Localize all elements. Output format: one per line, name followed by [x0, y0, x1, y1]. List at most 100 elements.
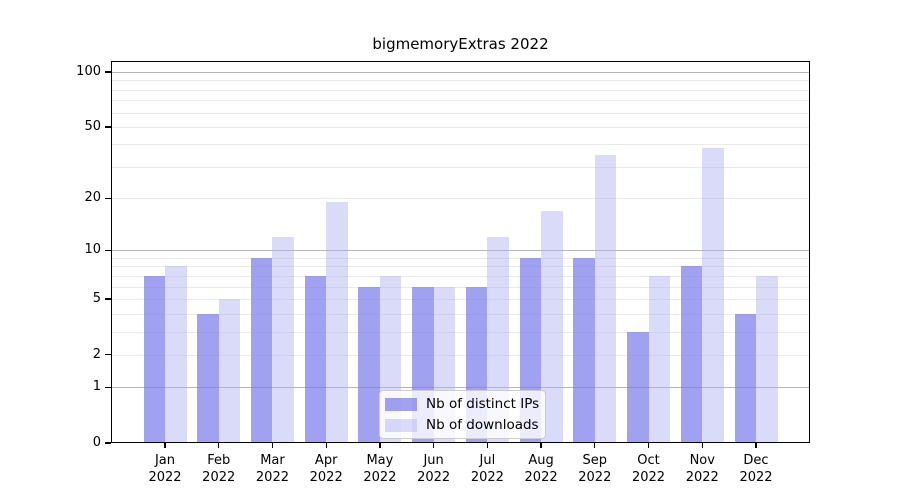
y-axis-tick-label: 50 — [84, 118, 101, 134]
minor-gridline — [112, 313, 809, 315]
x-axis-tick-mark — [594, 443, 596, 448]
x-tick-year: 2022 — [417, 470, 451, 485]
minor-gridline — [112, 331, 809, 333]
y-axis-tick-mark — [105, 126, 111, 128]
bar-downloads-mar — [272, 236, 294, 443]
x-tick-year: 2022 — [309, 470, 343, 485]
x-axis-tick-label: Jan 2022 — [133, 452, 197, 486]
minor-gridline — [112, 89, 809, 91]
x-axis-tick-label: Oct 2022 — [617, 452, 681, 486]
x-tick-month: Apr — [314, 453, 338, 468]
y-axis-tick-mark — [105, 249, 111, 251]
y-axis-tick-label: 10 — [84, 242, 101, 258]
bar-downloads-aug — [541, 210, 563, 443]
y-axis-tick-label: 20 — [84, 190, 101, 206]
minor-gridline — [112, 126, 809, 128]
legend-item: Nb of downloads — [385, 417, 545, 433]
x-tick-month: Aug — [528, 453, 554, 468]
bar-ips-apr — [304, 275, 327, 443]
x-tick-year: 2022 — [739, 470, 773, 485]
x-tick-year: 2022 — [470, 470, 504, 485]
bar-ips-mar — [250, 257, 273, 443]
x-axis-tick-label: Mar 2022 — [240, 452, 304, 486]
x-tick-year: 2022 — [524, 470, 558, 485]
chart-title: bigmemoryExtras 2022 — [372, 35, 549, 53]
x-tick-year: 2022 — [685, 470, 719, 485]
x-tick-month: Nov — [689, 453, 715, 468]
x-axis-tick-label: May 2022 — [348, 452, 412, 486]
x-axis-tick-label: Aug 2022 — [509, 452, 573, 486]
bar-ips-jan — [143, 275, 165, 443]
x-tick-month: Oct — [637, 453, 660, 468]
x-tick-month: Dec — [743, 453, 769, 468]
bar-downloads-oct — [648, 275, 671, 443]
x-tick-month: Sep — [582, 453, 608, 468]
legend-swatch-downloads — [385, 418, 417, 432]
minor-gridline — [112, 198, 809, 200]
x-tick-year: 2022 — [202, 470, 236, 485]
legend: Nb of distinct IPs Nb of downloads — [379, 390, 546, 439]
x-axis-tick-mark — [432, 443, 435, 448]
y-axis-tick-mark — [105, 386, 111, 388]
x-axis-tick-label: Jun 2022 — [402, 452, 466, 486]
x-tick-month: Feb — [207, 453, 231, 468]
plot-area — [111, 61, 810, 443]
x-tick-month: Jul — [479, 453, 496, 468]
bar-ips-feb — [197, 313, 219, 443]
x-tick-month: Mar — [260, 453, 285, 468]
x-axis-tick-mark — [379, 443, 381, 448]
x-axis-tick-label: Dec 2022 — [724, 452, 788, 486]
minor-gridline — [112, 144, 809, 146]
bar-downloads-apr — [326, 202, 348, 443]
x-tick-year: 2022 — [578, 470, 612, 485]
legend-item-label: Nb of distinct IPs — [426, 396, 540, 412]
x-tick-month: Jan — [154, 453, 176, 468]
x-axis-tick-mark — [540, 443, 542, 448]
y-axis-tick-mark — [105, 71, 111, 73]
x-tick-month: Jun — [423, 453, 444, 468]
y-axis-tick-mark — [105, 442, 111, 444]
minor-gridline — [112, 354, 809, 356]
y-axis-tick-label: 0 — [92, 435, 101, 450]
minor-gridline — [112, 112, 809, 114]
y-axis-tick-mark — [105, 298, 111, 300]
y-axis-tick-mark — [105, 354, 111, 356]
bar-ips-nov — [680, 266, 703, 443]
minor-gridline — [112, 266, 809, 268]
y-axis-tick-label: 1 — [92, 379, 101, 395]
bar-downloads-dec — [756, 275, 778, 443]
legend-item-label: Nb of downloads — [426, 417, 539, 433]
bar-downloads-nov — [702, 148, 724, 443]
major-gridline — [112, 72, 809, 73]
x-tick-year: 2022 — [363, 470, 397, 485]
y-axis-tick-mark — [105, 197, 111, 199]
major-gridline — [112, 250, 809, 252]
minor-gridline — [112, 298, 809, 300]
y-axis-tick-label: 5 — [92, 290, 101, 306]
minor-gridline — [112, 80, 809, 82]
legend-item: Nb of distinct IPs — [385, 396, 545, 412]
bar-ips-oct — [627, 331, 649, 443]
x-tick-year: 2022 — [148, 470, 182, 485]
bar-ips-may — [358, 286, 380, 443]
x-axis-tick-label: Jul 2022 — [455, 452, 519, 486]
x-axis-tick-mark — [647, 443, 650, 448]
x-axis-tick-mark — [701, 443, 703, 448]
y-axis-tick-label: 100 — [76, 64, 101, 79]
x-axis-tick-mark — [164, 443, 166, 448]
bar-downloads-sep — [594, 154, 617, 443]
minor-gridline — [112, 286, 809, 288]
x-tick-year: 2022 — [255, 470, 289, 485]
major-gridline — [112, 387, 809, 389]
bar-downloads-jan — [165, 266, 187, 443]
minor-gridline — [112, 275, 809, 277]
x-axis-tick-mark — [271, 443, 274, 448]
legend-swatch-ips — [385, 397, 417, 411]
x-axis-tick-label: Apr 2022 — [294, 452, 358, 486]
bar-ips-dec — [734, 313, 756, 443]
x-tick-month: May — [366, 453, 394, 468]
x-axis-tick-mark — [325, 443, 327, 448]
x-axis-tick-label: Feb 2022 — [187, 452, 251, 486]
x-axis-tick-mark — [218, 443, 220, 448]
